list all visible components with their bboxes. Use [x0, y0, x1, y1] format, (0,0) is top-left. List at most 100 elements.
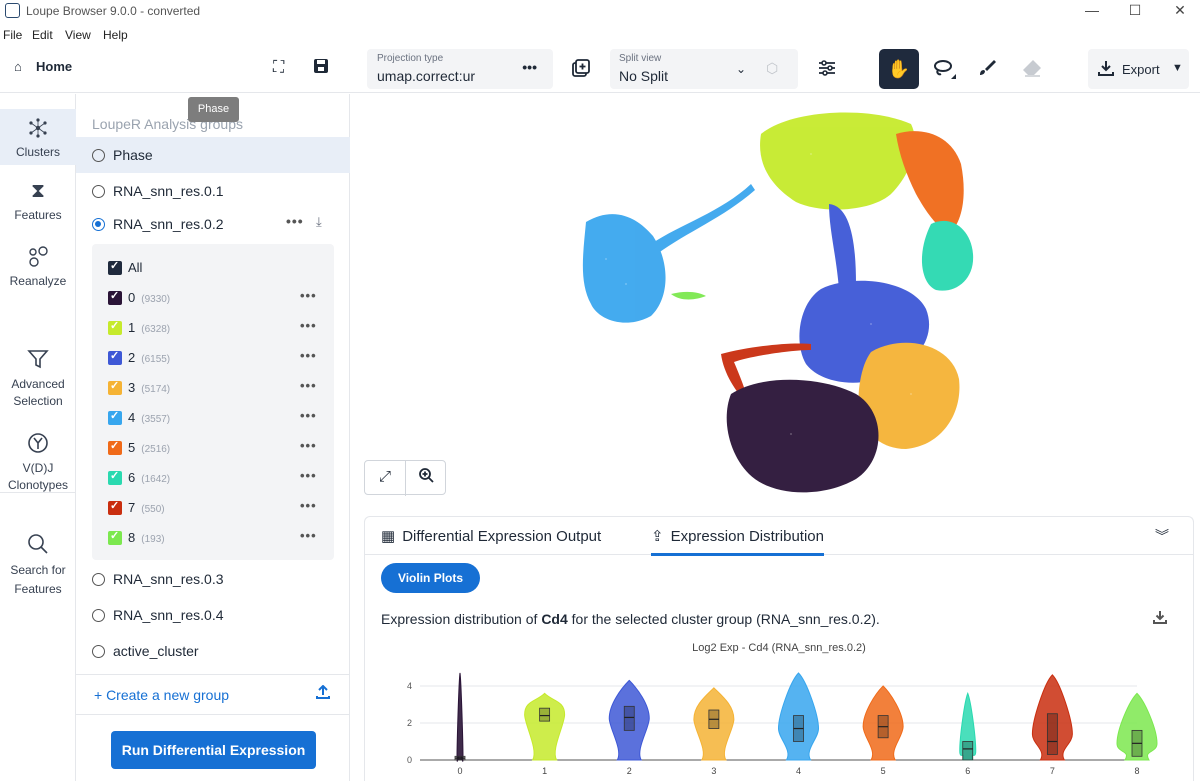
- zoom-in-icon[interactable]: [406, 468, 446, 487]
- more-icon[interactable]: •••: [300, 318, 317, 333]
- cluster-all-row[interactable]: All: [92, 253, 334, 283]
- more-icon[interactable]: •••: [300, 288, 317, 303]
- more-icon[interactable]: •••: [300, 498, 317, 513]
- cluster-name: 4: [128, 410, 136, 425]
- radio-phase[interactable]: [92, 149, 105, 162]
- cluster-row[interactable]: 0 (9330) •••: [92, 283, 334, 313]
- eraser-icon[interactable]: [1022, 59, 1042, 82]
- violin-7: [1031, 674, 1073, 761]
- download-icon[interactable]: [1153, 610, 1167, 627]
- menu-file[interactable]: File: [3, 28, 23, 42]
- group-res-0-1[interactable]: RNA_snn_res.0.1: [76, 173, 350, 209]
- lasso-icon[interactable]: [932, 57, 958, 88]
- nav-reanalyze[interactable]: Reanalyze: [0, 246, 76, 288]
- export-button[interactable]: Export ▼: [1088, 49, 1189, 89]
- more-icon[interactable]: •••: [300, 408, 317, 423]
- cluster-checkbox[interactable]: [108, 289, 122, 305]
- desc-prefix: Expression distribution of: [381, 611, 542, 627]
- x-tick-label: 7: [1050, 766, 1055, 776]
- cluster-checkbox[interactable]: [108, 379, 122, 395]
- more-icon[interactable]: •••: [300, 378, 317, 393]
- group-res-0-4[interactable]: RNA_snn_res.0.4: [76, 597, 350, 633]
- create-group-link[interactable]: + Create a new group: [94, 687, 230, 703]
- radio-res-0-1[interactable]: [92, 185, 105, 198]
- nav-vdj-clonotypes[interactable]: V(D)J Clonotypes: [0, 398, 76, 494]
- cluster-row[interactable]: 8 (193) •••: [92, 523, 334, 553]
- projection-select[interactable]: Projection type umap.correct:ur •••: [367, 49, 553, 89]
- cluster-checkbox[interactable]: [108, 499, 122, 515]
- more-icon[interactable]: •••: [300, 348, 317, 363]
- sliders-icon[interactable]: [818, 59, 836, 82]
- tab-differential-expression[interactable]: ▦ Differential Expression Output: [381, 527, 601, 545]
- clusters-icon: [0, 117, 76, 141]
- cluster-row[interactable]: 6 (1642) •••: [92, 463, 334, 493]
- chevron-down-icon[interactable]: ⌄: [736, 62, 747, 76]
- menu-view[interactable]: View: [65, 28, 91, 42]
- nav-features[interactable]: ⧗ Features: [0, 180, 76, 222]
- group-res-0-2[interactable]: RNA_snn_res.0.2 ••• ⤓: [76, 206, 350, 242]
- download-icon[interactable]: ⤓: [316, 214, 322, 229]
- umap-plot[interactable]: [351, 94, 1200, 514]
- tag-icon[interactable]: ⬡: [766, 60, 779, 76]
- tab-expression-distribution[interactable]: ⇪ Expression Distribution: [651, 527, 824, 556]
- menu-edit[interactable]: Edit: [32, 28, 53, 42]
- home-button[interactable]: ⌂ Home: [14, 59, 72, 74]
- cluster-row[interactable]: 2 (6155) •••: [92, 343, 334, 373]
- fullscreen-icon[interactable]: ⛶: [273, 59, 285, 76]
- add-layer-icon[interactable]: [572, 59, 590, 82]
- run-differential-expression-button[interactable]: Run Differential Expression: [111, 731, 316, 769]
- cluster-checkbox[interactable]: [108, 409, 122, 425]
- group-phase[interactable]: Phase: [76, 137, 350, 173]
- fit-view-icon[interactable]: ⤢: [378, 468, 391, 485]
- pan-tool-button[interactable]: ✋: [879, 49, 919, 89]
- radio-active-cluster[interactable]: [92, 645, 105, 658]
- nav-clusters[interactable]: Clusters: [0, 109, 76, 165]
- group-active-cluster[interactable]: active_cluster: [76, 633, 350, 669]
- more-icon[interactable]: •••: [300, 438, 317, 453]
- cluster-checkbox[interactable]: [108, 319, 122, 335]
- checkbox-all[interactable]: [108, 259, 122, 275]
- split-view-select[interactable]: Split view No Split ⌄ ⬡: [610, 49, 798, 89]
- radio-res-0-3[interactable]: [92, 573, 105, 586]
- title-bar: Loupe Browser 9.0.0 - converted — ☐ ✕: [0, 0, 1200, 22]
- group-name: RNA_snn_res.0.3: [113, 571, 224, 587]
- violin-plots-button[interactable]: Violin Plots: [381, 563, 480, 593]
- maximize-button[interactable]: ☐: [1128, 2, 1142, 18]
- cluster-name: 3: [128, 380, 136, 395]
- cluster-checkbox[interactable]: [108, 469, 122, 485]
- clonotype-icon: [0, 415, 76, 453]
- cluster-row[interactable]: 4 (3557) •••: [92, 403, 334, 433]
- cluster-row[interactable]: 3 (5174) •••: [92, 373, 334, 403]
- more-icon[interactable]: •••: [522, 59, 537, 75]
- menu-help[interactable]: Help: [103, 28, 128, 42]
- more-icon[interactable]: •••: [300, 528, 317, 543]
- save-icon[interactable]: [313, 58, 329, 79]
- close-button[interactable]: ✕: [1174, 2, 1186, 18]
- chart-title: Log2 Exp - Cd4 (RNA_snn_res.0.2): [692, 642, 866, 654]
- radio-res-0-2[interactable]: [92, 218, 105, 231]
- cluster-checkbox[interactable]: [108, 349, 122, 365]
- nav-advanced-selection[interactable]: Advanced Selection: [0, 314, 76, 410]
- collapse-icon[interactable]: ︾: [1155, 528, 1169, 544]
- nav-search-features[interactable]: Search for Features: [0, 492, 76, 599]
- cluster-4-bridge: [651, 184, 755, 254]
- cluster-2-stem: [829, 204, 856, 289]
- desc-suffix: for the selected cluster group (RNA_snn_…: [567, 611, 880, 627]
- hand-icon: ✋: [887, 59, 911, 79]
- radio-res-0-4[interactable]: [92, 609, 105, 622]
- cluster-row[interactable]: 5 (2516) •••: [92, 433, 334, 463]
- minimize-button[interactable]: —: [1085, 2, 1099, 18]
- app-icon: [5, 3, 20, 18]
- upload-icon[interactable]: [316, 684, 330, 702]
- brush-icon[interactable]: [977, 58, 997, 83]
- cluster-checkbox[interactable]: [108, 439, 122, 455]
- group-res-0-3[interactable]: RNA_snn_res.0.3: [76, 561, 350, 597]
- chevron-down-icon: ▼: [1172, 62, 1183, 74]
- more-icon[interactable]: •••: [286, 213, 304, 229]
- projection-label: Projection type: [377, 53, 444, 64]
- cluster-row[interactable]: 7 (550) •••: [92, 493, 334, 523]
- more-icon[interactable]: •••: [300, 468, 317, 483]
- cluster-label: 6 (1642): [128, 470, 170, 485]
- cluster-checkbox[interactable]: [108, 529, 122, 545]
- cluster-row[interactable]: 1 (6328) •••: [92, 313, 334, 343]
